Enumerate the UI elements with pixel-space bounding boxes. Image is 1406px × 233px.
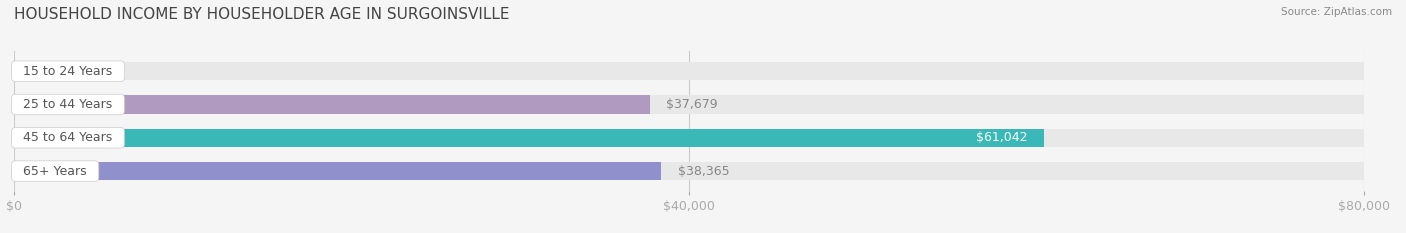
- Bar: [14, 62, 1364, 80]
- Bar: [14, 162, 1364, 180]
- Text: HOUSEHOLD INCOME BY HOUSEHOLDER AGE IN SURGOINSVILLE: HOUSEHOLD INCOME BY HOUSEHOLDER AGE IN S…: [14, 7, 509, 22]
- Bar: [14, 162, 661, 180]
- Text: 65+ Years: 65+ Years: [15, 164, 96, 178]
- Bar: [14, 62, 38, 80]
- Bar: [14, 95, 650, 114]
- Text: $37,679: $37,679: [666, 98, 717, 111]
- Text: Source: ZipAtlas.com: Source: ZipAtlas.com: [1281, 7, 1392, 17]
- Text: 15 to 24 Years: 15 to 24 Years: [15, 65, 121, 78]
- Bar: [14, 95, 1364, 114]
- Text: $61,042: $61,042: [976, 131, 1028, 144]
- Text: 25 to 44 Years: 25 to 44 Years: [15, 98, 121, 111]
- Bar: [14, 129, 1364, 147]
- Text: 45 to 64 Years: 45 to 64 Years: [15, 131, 121, 144]
- Text: $0: $0: [55, 65, 70, 78]
- Bar: [14, 129, 1045, 147]
- Text: $38,365: $38,365: [678, 164, 730, 178]
